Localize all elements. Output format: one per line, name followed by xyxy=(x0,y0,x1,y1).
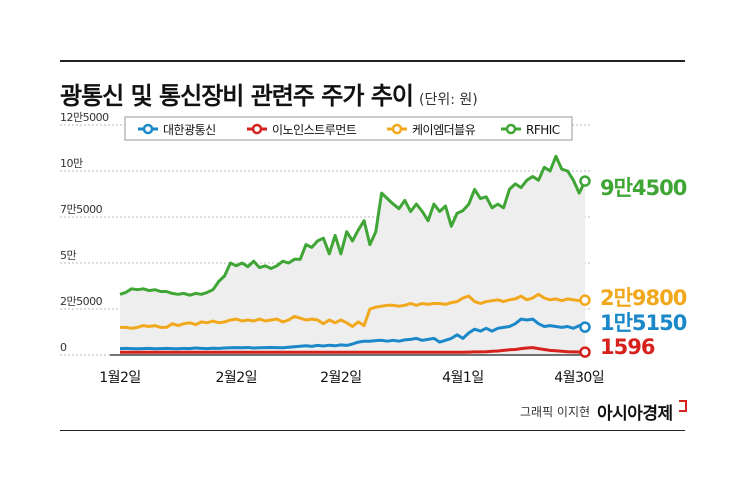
series-end-marker xyxy=(579,175,591,187)
series-end-marker xyxy=(579,346,591,358)
legend-swatch-marker xyxy=(391,123,403,135)
x-tick-label: 1월2일 xyxy=(99,370,141,386)
y-tick-label: 10만 xyxy=(60,157,83,170)
legend-label: 케이엠더블유 xyxy=(412,123,476,137)
bottom-rule xyxy=(60,430,685,431)
y-tick-label: 5만 xyxy=(60,249,76,262)
y-tick-label: 12만5000 xyxy=(60,111,109,124)
series-end-label: 9만4500 xyxy=(600,176,687,200)
legend-swatch-marker xyxy=(142,123,154,135)
series-line xyxy=(120,346,586,354)
graphic-credit: 그래픽 이지현 xyxy=(520,405,591,419)
y-tick-label: 2만5000 xyxy=(60,295,103,308)
chart-title: 광통신 및 통신장비 관련주 주가 추이 (단위: 원) xyxy=(60,76,478,111)
top-rule xyxy=(60,60,685,62)
series-line xyxy=(119,154,587,297)
series-end-label: 1596 xyxy=(600,335,655,359)
series-line xyxy=(120,292,586,330)
x-tick-label: 2월2일 xyxy=(215,370,257,386)
x-tick-label: 4월1일 xyxy=(442,370,484,386)
series-end-marker xyxy=(579,294,591,306)
unit-label: (단위: 원) xyxy=(418,92,478,108)
legend-box xyxy=(124,116,573,141)
y-tick-label: 7만5000 xyxy=(60,203,103,216)
x-tick-label: 2월2일 xyxy=(320,370,362,386)
chart-title-text: 광통신 및 통신장비 관련주 주가 추이 xyxy=(60,82,414,110)
legend-swatch-marker xyxy=(251,123,263,135)
brand-mark-icon xyxy=(679,400,687,412)
legend-label: RFHIC xyxy=(526,123,560,137)
series-line xyxy=(119,317,586,351)
series-end-label: 1만5150 xyxy=(600,311,687,335)
brand-logo: 아시아경제 xyxy=(597,404,673,424)
legend-label: 이노인스트루먼트 xyxy=(272,123,357,137)
series-end-marker xyxy=(579,321,591,333)
y-tick-label: 0 xyxy=(60,341,67,354)
x-tick-label: 4월30일 xyxy=(554,370,604,386)
legend-label: 대한광통신 xyxy=(163,123,216,137)
legend-swatch-marker xyxy=(505,123,517,135)
series-end-label: 2만9800 xyxy=(600,286,687,310)
